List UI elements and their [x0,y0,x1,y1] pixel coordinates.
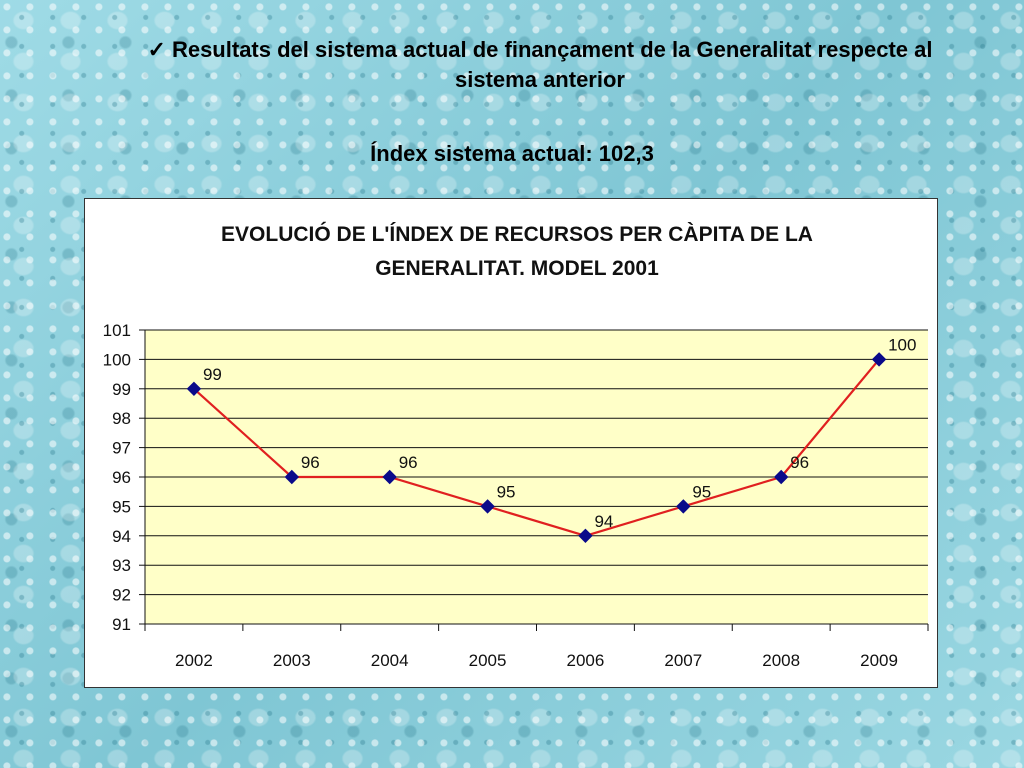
chart-title-line: GENERALITAT. MODEL 2001 [375,257,659,280]
x-tick-label: 2005 [469,651,507,670]
data-label: 94 [594,512,613,531]
heading-line-1: Resultats del sistema actual de finançam… [171,37,933,62]
index-subheading: Índex sistema actual: 102,3 [370,141,654,166]
heading-line-2: sistema anterior [455,67,625,92]
data-label: 96 [399,453,418,472]
data-point-marker [578,528,593,544]
line-chart: EVOLUCIÓ DE L'ÍNDEX DE RECURSOS PER CÀPI… [103,222,929,670]
y-tick-label: 93 [112,556,131,575]
y-tick-label: 91 [112,615,131,634]
data-point-marker [284,469,300,485]
x-tick-label: 2007 [664,651,702,670]
x-tick-label: 2004 [371,651,409,670]
x-tick-label: 2003 [273,651,311,670]
chart-container: EVOLUCIÓ DE L'ÍNDEX DE RECURSOS PER CÀPI… [84,198,938,688]
data-point-marker [382,469,397,485]
data-point-marker [186,381,202,397]
x-tick-label: 2002 [175,651,213,670]
data-label: 99 [203,365,222,384]
data-point-marker [480,499,495,514]
x-tick-label: 2009 [860,651,898,670]
data-label: 95 [497,482,516,501]
y-tick-label: 98 [112,409,131,428]
data-label: 96 [790,453,809,472]
y-tick-label: 99 [112,380,131,399]
data-point-marker [676,499,691,514]
y-tick-label: 101 [103,321,131,340]
y-tick-label: 92 [112,586,131,605]
data-label: 95 [692,482,711,501]
y-tick-label: 100 [103,350,131,369]
data-label: 100 [888,335,916,354]
x-tick-label: 2008 [762,651,800,670]
x-tick-label: 2006 [567,651,605,670]
data-point-marker [773,469,789,485]
y-tick-label: 96 [112,468,131,487]
slide-heading: ✓ Resultats del sistema actual de finança… [80,35,1000,95]
series-line [193,358,880,537]
y-tick-label: 95 [112,497,131,516]
data-point-marker [871,352,887,367]
y-tick-label: 97 [112,439,131,458]
data-label: 96 [301,453,320,472]
chart-title-line: EVOLUCIÓ DE L'ÍNDEX DE RECURSOS PER CÀPI… [221,222,813,246]
checkmark-icon: ✓ [147,37,166,62]
y-tick-label: 94 [112,527,131,546]
